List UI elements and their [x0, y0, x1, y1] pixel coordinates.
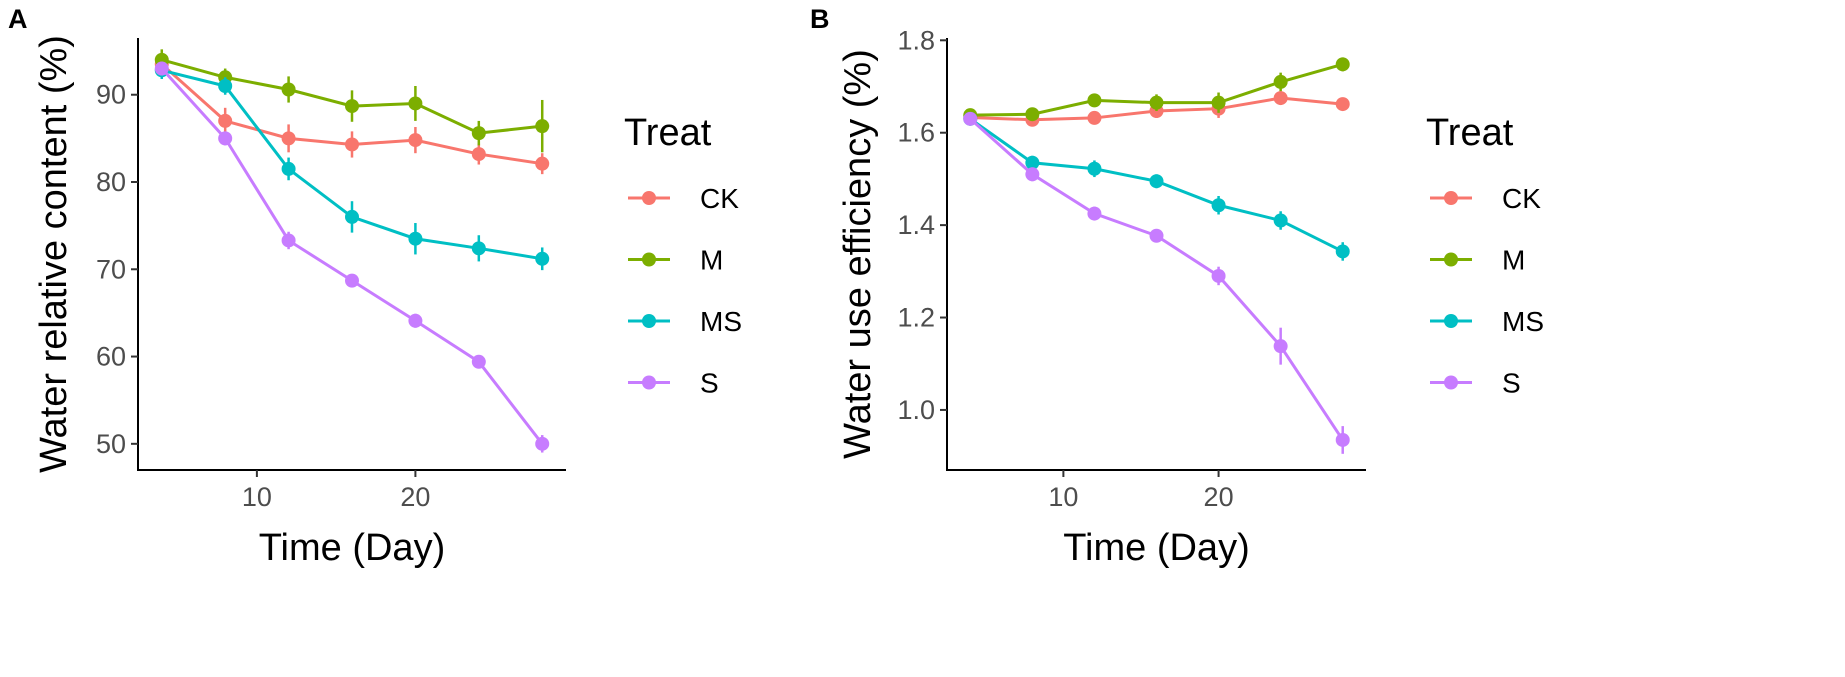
legend-key-point: [642, 375, 656, 390]
legend-title: Treat: [1426, 112, 1514, 154]
y-tick-label: 80: [96, 167, 126, 197]
x-axis-title: Time (Day): [259, 527, 445, 569]
y-tick-label: 1.6: [897, 118, 935, 148]
data-point: [1087, 93, 1102, 108]
series-s: [154, 61, 550, 453]
y-axis-title: Water use efficiency (%): [837, 49, 879, 459]
data-point: [1273, 74, 1288, 89]
panel-label: A: [8, 4, 28, 34]
data-point: [1273, 339, 1288, 354]
data-point: [1087, 110, 1102, 125]
legend-key-point: [1444, 252, 1458, 267]
y-tick-label: 1.0: [897, 395, 935, 425]
legend-label-ms: MS: [700, 306, 742, 337]
data-point: [408, 133, 423, 148]
data-point: [1335, 432, 1350, 447]
data-point: [471, 147, 486, 162]
legend-key-point: [1444, 375, 1458, 390]
x-tick-label: 10: [242, 482, 272, 512]
data-point: [281, 82, 296, 97]
data-point: [1211, 268, 1226, 283]
legend: Treat CK M MS S: [1426, 112, 1544, 399]
data-point: [535, 119, 550, 134]
data-point: [1149, 95, 1164, 110]
panel-label: B: [810, 4, 830, 34]
series-s: [963, 111, 1350, 454]
series-line: [160, 67, 544, 445]
data-point: [1087, 161, 1102, 176]
legend-label-m: M: [1502, 245, 1525, 276]
data-point: [1149, 228, 1164, 243]
data-point: [1335, 57, 1350, 72]
data-point: [218, 131, 233, 146]
y-tick-label: 90: [96, 80, 126, 110]
chart-panel-B: B 1.0 1.2 1.4 1.6 1.8 10 20 Time (Day) Water use …: [810, 4, 1544, 569]
data-point: [471, 354, 486, 369]
y-tick-label: 1.2: [897, 303, 935, 333]
y-axis-title: Water relative content (%): [33, 35, 75, 473]
data-point: [471, 126, 486, 141]
data-point: [281, 131, 296, 146]
data-point: [1025, 167, 1040, 182]
data-point: [471, 241, 486, 256]
data-point: [281, 161, 296, 176]
legend-key-point: [642, 314, 656, 328]
legend-key-point: [1444, 191, 1458, 205]
data-point: [1335, 244, 1350, 259]
data-point: [345, 99, 359, 114]
data-point: [408, 231, 423, 246]
data-point: [535, 251, 550, 266]
legend-label-m: M: [700, 245, 723, 276]
y-tick-label: 1.8: [897, 25, 935, 55]
legend-key-point: [1444, 314, 1458, 328]
data-point: [345, 137, 359, 152]
data-point: [535, 436, 550, 451]
x-tick-label: 20: [1204, 482, 1234, 512]
data-point: [218, 113, 233, 128]
legend-key-point: [642, 191, 656, 205]
legend-label-s: S: [700, 368, 719, 399]
data-point: [1335, 97, 1350, 112]
data-point: [1025, 107, 1040, 122]
x-tick-label: 20: [400, 482, 430, 512]
y-tick-label: 70: [96, 254, 126, 284]
legend-label-ck: CK: [1502, 183, 1541, 214]
data-point: [345, 273, 359, 288]
x-tick-label: 10: [1048, 482, 1078, 512]
data-point: [535, 156, 550, 171]
y-tick-label: 50: [96, 429, 126, 459]
legend-title: Treat: [624, 112, 712, 154]
data-point: [281, 233, 296, 248]
data-point: [1273, 213, 1288, 228]
data-point: [1273, 91, 1288, 106]
legend-key-point: [642, 252, 656, 267]
x-axis-title: Time (Day): [1063, 527, 1249, 569]
y-tick-label: 1.4: [897, 210, 935, 240]
data-point: [1025, 155, 1040, 170]
data-point: [1211, 198, 1226, 213]
legend-label-s: S: [1502, 368, 1521, 399]
series-ms: [154, 61, 550, 271]
data-point: [1211, 95, 1226, 110]
data-point: [1149, 174, 1164, 189]
series-line: [969, 117, 1344, 441]
chart-panel-A: A 50 60 70 80 90 10 20 Time (Day) Water relative …: [8, 4, 742, 569]
legend-label-ms: MS: [1502, 306, 1544, 337]
legend: Treat CK M MS S: [624, 112, 742, 399]
data-point: [1087, 206, 1102, 221]
data-point: [963, 111, 978, 126]
data-point: [408, 313, 423, 328]
data-point: [345, 209, 359, 224]
y-tick-label: 60: [96, 342, 126, 372]
data-point: [218, 79, 233, 93]
data-point: [408, 96, 423, 111]
legend-label-ck: CK: [700, 183, 739, 214]
series-m: [963, 57, 1350, 123]
data-point: [154, 61, 169, 76]
